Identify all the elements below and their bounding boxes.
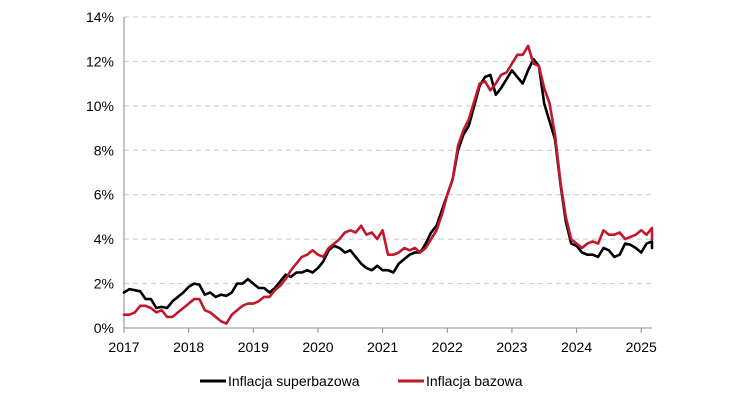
x-tick-label: 2017 xyxy=(108,339,139,355)
series-lines xyxy=(122,44,654,325)
y-tick-label: 6% xyxy=(94,187,114,203)
gridlines xyxy=(124,16,652,285)
series-line-2 xyxy=(122,44,654,325)
y-tick-label: 4% xyxy=(94,231,114,247)
legend: Inflacja superbazowa Inflacja bazowa xyxy=(200,373,523,389)
y-tick-label: 2% xyxy=(94,276,114,292)
x-tick-label: 2018 xyxy=(173,339,204,355)
x-tick-label: 2021 xyxy=(367,339,398,355)
legend-label-1: Inflacja superbazowa xyxy=(228,373,360,389)
x-tick-label: 2020 xyxy=(302,339,333,355)
axes xyxy=(123,17,652,333)
x-tick-label: 2023 xyxy=(496,339,527,355)
series-line-1 xyxy=(122,57,654,310)
y-tick-label: 12% xyxy=(86,53,114,69)
y-tick-label: 0% xyxy=(94,320,114,336)
y-tick-label: 8% xyxy=(94,142,114,158)
legend-label-2: Inflacja bazowa xyxy=(426,373,523,389)
y-axis-tick-labels: 0% 2% 4% 6% 8% 10% 12% 14% xyxy=(86,9,114,336)
x-tick-label: 2025 xyxy=(626,339,657,355)
x-tick-label: 2019 xyxy=(238,339,269,355)
x-tick-label: 2024 xyxy=(561,339,592,355)
x-tick-label: 2022 xyxy=(432,339,463,355)
y-tick-label: 10% xyxy=(86,98,114,114)
y-tick-label: 14% xyxy=(86,9,114,25)
x-axis-tick-labels: 2017 2018 2019 2020 2021 2022 2023 2024 2025 xyxy=(108,339,657,355)
